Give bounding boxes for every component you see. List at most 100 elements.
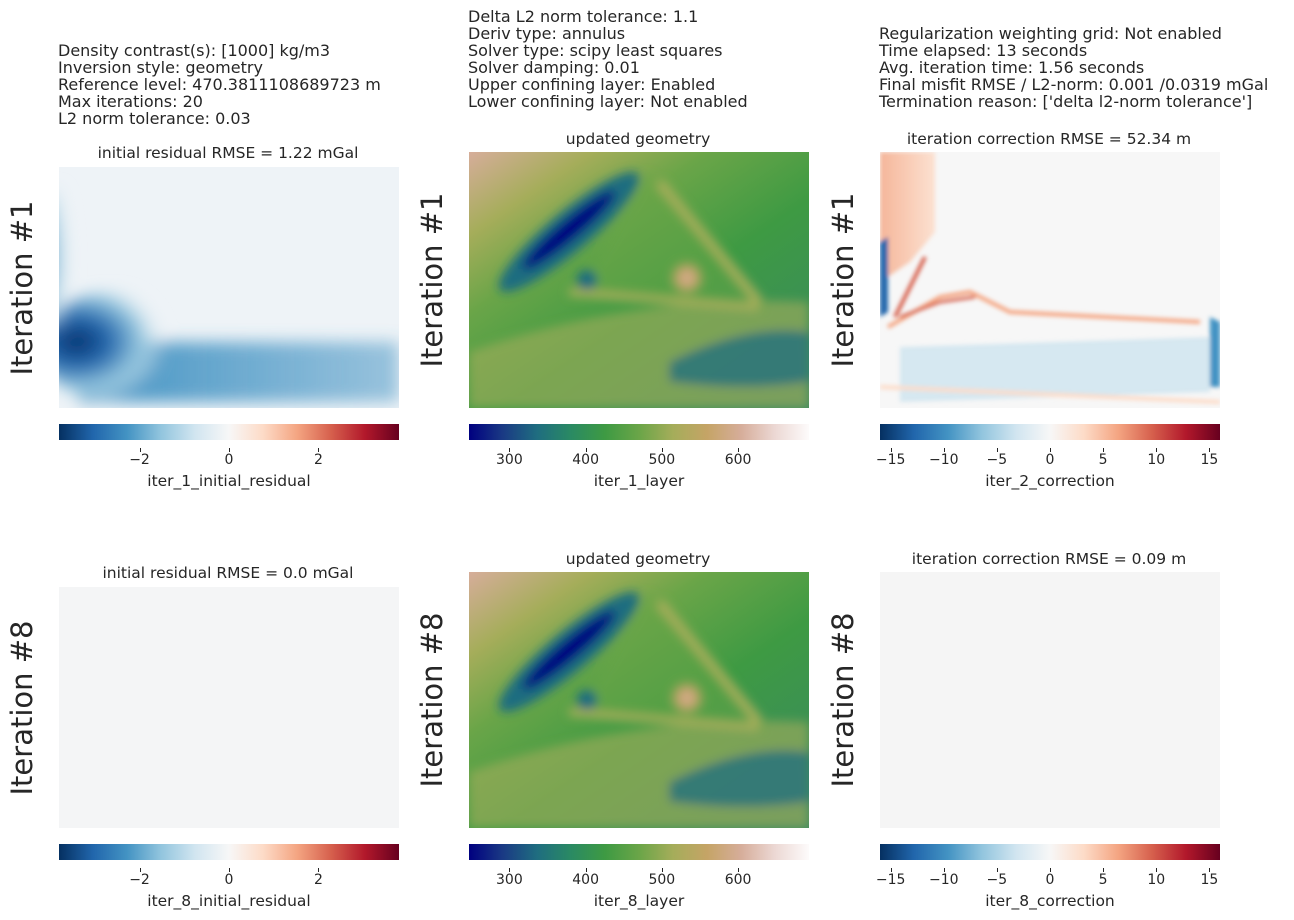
colorbar <box>59 424 399 440</box>
row-label-iteration-1: Iteration #1 <box>5 200 39 376</box>
colorbar-tick-mark <box>890 868 892 872</box>
colorbar-ticks: −2 0 2 <box>59 868 399 894</box>
colorbar-ticks: −15 −10 −5 0 5 10 15 <box>876 868 1220 894</box>
colorbar-tick-mark <box>661 448 663 452</box>
row-label-iteration-8: Iteration #8 <box>826 612 860 788</box>
heatmap-iter8-correction <box>880 572 1220 828</box>
colorbar-tick-label: 500 <box>648 872 676 888</box>
row-label-iteration-1: Iteration #1 <box>826 192 860 368</box>
colorbar-tick-label: 2 <box>314 872 323 888</box>
colorbar-ticks: 300 400 500 600 <box>469 868 809 894</box>
colorbar-tick-label: 0 <box>1045 452 1055 468</box>
info-line: Final misfit RMSE / L2-norm: 0.001 /0.03… <box>879 75 1269 94</box>
colorbar <box>59 844 399 860</box>
colorbar-tick-label: −2 <box>129 452 150 468</box>
colorbar-tick-label: 10 <box>1147 872 1166 888</box>
info-line: Lower confining layer: Not enabled <box>468 92 748 111</box>
colorbar-tick-mark <box>318 868 320 872</box>
colorbar-tick-label: 0 <box>1045 872 1055 888</box>
panel-title: updated geometry <box>565 550 711 568</box>
info-line: Density contrast(s): [1000] kg/m3 <box>58 41 331 60</box>
heatmap-svg <box>59 587 399 828</box>
colorbar-tick-mark <box>996 448 998 452</box>
colorbar-tick-label: 0 <box>224 872 234 888</box>
info-line: Time elapsed: 13 seconds <box>879 41 1088 60</box>
info-line: Delta L2 norm tolerance: 1.1 <box>468 7 699 26</box>
colorbar-tick-label: −10 <box>928 452 959 468</box>
heatmap-iter8-layer <box>469 572 809 828</box>
panel-title: updated geometry <box>565 130 711 148</box>
colorbar-label: iter_8_layer <box>593 892 685 910</box>
colorbar-tick-label: 2 <box>314 452 323 468</box>
colorbar-tick-mark <box>1050 448 1051 452</box>
heatmap-svg <box>880 572 1220 828</box>
info-line: Upper confining layer: Enabled <box>468 75 716 94</box>
panel-title: iteration correction RMSE = 52.34 m <box>906 130 1192 148</box>
colorbar-tick-label: −10 <box>928 872 959 888</box>
colorbar-tick-mark <box>1103 868 1105 872</box>
colorbar-tick-label: 400 <box>572 452 599 468</box>
colorbar-tick-mark <box>738 448 740 452</box>
heatmap-svg <box>59 167 399 408</box>
colorbar-tick-mark <box>318 448 320 452</box>
colorbar-tick-label: 400 <box>572 872 599 888</box>
colorbar-tick-label: 500 <box>648 452 676 468</box>
colorbar-tick-label: 600 <box>724 452 752 468</box>
info-line: Solver damping: 0.01 <box>468 58 640 77</box>
colorbar-tick-mark <box>738 868 740 872</box>
colorbar-tick-label: −5 <box>986 872 1008 888</box>
colorbar-tick-mark <box>585 868 587 872</box>
colorbar-tick-mark <box>585 448 587 452</box>
heatmap-iter8-residual <box>59 587 399 828</box>
colorbar-tick-mark <box>890 448 892 452</box>
colorbar-tick-mark <box>661 868 663 872</box>
colorbar-label: iter_1_initial_residual <box>147 472 311 490</box>
colorbar-tick-mark <box>509 868 511 872</box>
colorbar-tick-label: 300 <box>496 872 523 888</box>
colorbar-tick-mark <box>1103 448 1105 452</box>
colorbar-tick-mark <box>229 868 230 872</box>
colorbar-tick-label: 5 <box>1098 452 1108 468</box>
colorbar <box>469 844 809 860</box>
colorbar-tick-label: 10 <box>1147 452 1166 468</box>
heatmap-svg <box>880 152 1220 408</box>
colorbar-tick-label: 0 <box>224 452 234 468</box>
colorbar-tick-label: 15 <box>1200 452 1219 468</box>
colorbar-ticks: −2 0 2 <box>59 448 399 474</box>
colorbar-tick-mark <box>1209 868 1211 872</box>
info-line: L2 norm tolerance: 0.03 <box>58 109 251 128</box>
heatmap-iter1-layer <box>469 152 809 408</box>
panel-title: initial residual RMSE = 0.0 mGal <box>102 564 354 582</box>
colorbar-tick-mark <box>229 448 230 452</box>
colorbar-tick-label: 300 <box>496 452 523 468</box>
colorbar-tick-mark <box>509 448 511 452</box>
info-block-3: Regularization weighting grid: Not enabl… <box>879 25 1268 110</box>
row-label-iteration-8: Iteration #8 <box>5 620 39 796</box>
colorbar-tick-mark <box>943 868 945 872</box>
colorbar <box>880 844 1220 860</box>
colorbar-tick-label: −15 <box>875 452 906 468</box>
colorbar-tick-label: −5 <box>986 452 1008 468</box>
colorbar-tick-label: 5 <box>1098 872 1108 888</box>
row-label-iteration-1: Iteration #1 <box>415 192 449 368</box>
info-line: Avg. iteration time: 1.56 seconds <box>879 58 1145 77</box>
colorbar-tick-mark <box>943 448 945 452</box>
colorbar-tick-label: 600 <box>724 872 752 888</box>
colorbar <box>469 424 809 440</box>
colorbar-label: iter_8_correction <box>985 892 1115 910</box>
colorbar <box>880 424 1220 440</box>
panel-title: iteration correction RMSE = 0.09 m <box>911 550 1187 568</box>
colorbar-tick-label: 15 <box>1200 872 1219 888</box>
colorbar-tick-mark <box>1050 868 1051 872</box>
info-line: Regularization weighting grid: Not enabl… <box>879 24 1222 43</box>
row-label-iteration-8: Iteration #8 <box>415 612 449 788</box>
colorbar-label: iter_8_initial_residual <box>147 892 311 910</box>
colorbar-ticks: −15 −10 −5 0 5 10 15 <box>876 448 1220 474</box>
info-block-1: Density contrast(s): [1000] kg/m3 Inversi… <box>58 42 381 127</box>
info-line: Termination reason: ['delta l2-norm tole… <box>879 92 1253 111</box>
colorbar-tick-mark <box>1209 448 1211 452</box>
colorbar-tick-mark <box>1156 448 1158 452</box>
colorbar-tick-label: −2 <box>129 872 150 888</box>
info-line: Deriv type: annulus <box>468 24 626 43</box>
colorbar-tick-mark <box>1156 868 1158 872</box>
